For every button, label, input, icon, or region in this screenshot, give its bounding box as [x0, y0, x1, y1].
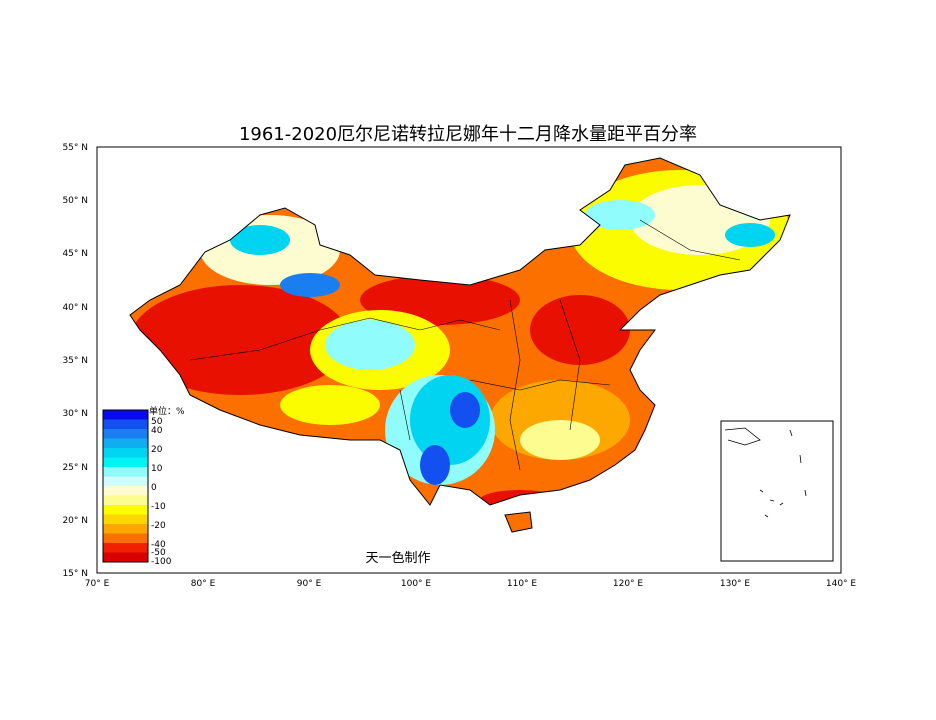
legend-unit: 单位：%	[149, 405, 185, 417]
svg-text:35° N: 35° N	[62, 356, 88, 366]
svg-text:25° N: 25° N	[62, 463, 88, 473]
map-title: 1961-2020厄尔尼诺转拉尼娜年十二月降水量距平百分率	[239, 124, 697, 145]
svg-text:120° E: 120° E	[613, 579, 644, 589]
colorbar-band	[103, 438, 148, 449]
svg-text:80° E: 80° E	[191, 579, 216, 589]
svg-text:50: 50	[151, 417, 163, 427]
svg-text:90° E: 90° E	[297, 579, 322, 589]
svg-text:-50: -50	[151, 548, 166, 558]
colorbar-band	[103, 448, 148, 458]
svg-text:130° E: 130° E	[720, 579, 751, 589]
svg-text:-10: -10	[151, 502, 166, 512]
svg-text:10: 10	[151, 464, 163, 474]
colorbar-band	[103, 429, 148, 439]
colorbar-band	[103, 495, 148, 506]
svg-text:-100: -100	[151, 557, 172, 567]
svg-text:40° N: 40° N	[62, 303, 88, 313]
colorbar-border	[102, 409, 149, 563]
legend-labels: 50 40 20 10 0 -10 -20 -40 -50 -100	[151, 417, 172, 567]
svg-text:-20: -20	[151, 521, 166, 531]
svg-text:15° N: 15° N	[62, 569, 88, 579]
svg-text:-40: -40	[151, 540, 166, 550]
colorbar-band	[103, 514, 148, 525]
svg-text:110° E: 110° E	[507, 579, 538, 589]
svg-text:55° N: 55° N	[62, 143, 88, 153]
svg-text:20° N: 20° N	[62, 516, 88, 526]
colorbar-band	[103, 533, 148, 544]
svg-text:140° E: 140° E	[826, 579, 857, 589]
svg-text:70° E: 70° E	[85, 579, 110, 589]
colorbar-band	[103, 486, 148, 496]
colorbar-band	[103, 505, 148, 515]
colorbar-band	[103, 476, 148, 487]
south-china-sea-inset	[720, 420, 834, 562]
map-frame	[96, 146, 842, 574]
china-boundary	[129, 157, 791, 533]
y-axis: 55° N 50° N 45° N 40° N 35° N 30° N 25° …	[62, 143, 88, 579]
inset-islands	[724, 427, 807, 518]
colorbar-band	[103, 543, 148, 553]
svg-text:20: 20	[151, 445, 163, 455]
colorbar-legend	[102, 409, 149, 563]
svg-text:50° N: 50° N	[62, 196, 88, 206]
colorbar-band	[103, 410, 148, 420]
colorbar-band	[103, 552, 148, 563]
credit-text: 天一色制作	[365, 550, 430, 566]
svg-text:45° N: 45° N	[62, 249, 88, 259]
svg-text:40: 40	[151, 426, 163, 436]
colorbar-band	[103, 524, 148, 534]
x-axis: 70° E 80° E 90° E 100° E 110° E 120° E 1…	[85, 579, 857, 589]
province-boundaries	[189, 219, 741, 471]
svg-text:30° N: 30° N	[62, 409, 88, 419]
colorbar-band	[103, 457, 148, 468]
colorbar-band	[103, 467, 148, 477]
svg-text:100° E: 100° E	[401, 579, 432, 589]
colorbar-band	[103, 419, 148, 430]
svg-text:0: 0	[151, 483, 157, 493]
